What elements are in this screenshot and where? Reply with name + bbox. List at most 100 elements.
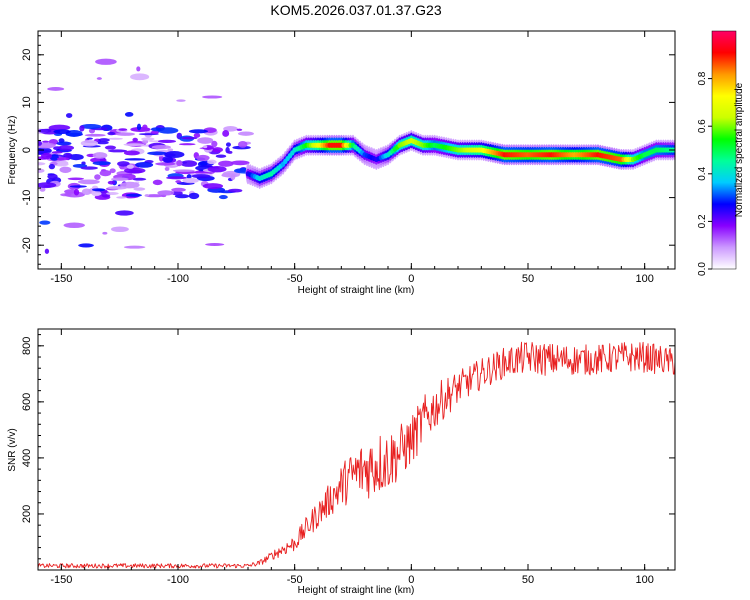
- heatmap-cell: [151, 144, 172, 150]
- spectrogram-x-label: Height of straight line (km): [298, 285, 415, 296]
- heatmap-cell: [211, 147, 224, 153]
- heatmap-cell: [56, 157, 70, 161]
- heatmap-cell: [48, 163, 56, 170]
- heatmap-cell: [181, 136, 198, 140]
- heatmap-cell: [123, 245, 146, 249]
- heatmap-cell: [218, 160, 234, 167]
- colorbar-tick-label: 0.0: [697, 262, 708, 276]
- x-tick-label: -150: [50, 273, 72, 285]
- heatmap-cell: [130, 73, 150, 81]
- heatmap-cell: [69, 185, 87, 188]
- spectrogram-y-label: Frequency (Hz): [7, 116, 18, 185]
- snr-x-label: Height of straight line (km): [298, 585, 415, 596]
- heatmap-cell: [99, 170, 112, 177]
- heatmap-cell: [158, 139, 177, 143]
- heatmap-cell: [109, 168, 116, 174]
- heatmap-cell: [108, 137, 123, 140]
- heatmap-cell: [96, 141, 109, 145]
- heatmap-cell: [188, 129, 208, 134]
- heatmap-cell: [47, 87, 65, 91]
- x-tick-label: 100: [635, 273, 653, 285]
- heatmap-cell: [162, 155, 174, 163]
- heatmap-cell: [78, 243, 94, 248]
- heatmap-cell: [227, 150, 233, 154]
- heatmap-cell: [171, 187, 186, 192]
- heatmap-cell: [147, 151, 168, 156]
- heatmap-cell: [180, 160, 198, 167]
- heatmap-cell: [51, 151, 63, 154]
- y-tick-label: 10: [21, 96, 33, 108]
- heatmap-cell: [80, 140, 99, 147]
- x-tick-label: -100: [167, 273, 189, 285]
- heatmap-cell: [91, 190, 102, 197]
- heatmap-cell: [175, 180, 182, 183]
- heatmap-cell: [38, 168, 45, 173]
- heatmap-cell: [124, 167, 146, 174]
- heatmap-cell: [164, 166, 170, 171]
- heatmap-cell: [49, 154, 59, 161]
- heatmap-cell: [136, 123, 142, 131]
- heatmap-cell: [96, 77, 102, 80]
- heatmap-cell: [222, 129, 230, 137]
- heatmap-cell: [107, 131, 116, 136]
- heatmap-cell: [123, 150, 140, 156]
- heatmap-cell: [38, 182, 57, 189]
- heatmap-cell: [193, 133, 201, 138]
- heatmap-cell: [124, 111, 134, 117]
- heatmap-cell: [166, 176, 188, 180]
- y-tick-label: 600: [21, 393, 33, 411]
- heatmap-cell: [178, 143, 196, 146]
- heatmap-cell: [107, 180, 116, 185]
- x-tick-label: -100: [167, 574, 189, 586]
- heatmap-cell: [116, 196, 127, 199]
- heatmap-cell: [150, 130, 159, 135]
- heatmap-cell: [38, 142, 56, 149]
- colorbar: 0.0 0.2 0.4 0.6 0.8 Normalized spectral ampl…: [697, 30, 745, 276]
- heatmap-cell: [142, 124, 148, 130]
- spectrogram-x-ticks: -150 -100 -50 0 50 100: [37, 31, 669, 285]
- heatmap-cell: [53, 129, 71, 135]
- heatmap-cell: [81, 161, 86, 165]
- y-tick-label: 0: [21, 147, 33, 153]
- x-tick-label: 0: [408, 273, 414, 285]
- heatmap-cell: [77, 179, 100, 185]
- spectrogram-heatmap: [38, 58, 675, 254]
- heatmap-cell: [172, 169, 195, 173]
- heatmap-cell: [106, 192, 119, 195]
- heatmap-cell: [205, 243, 225, 246]
- colorbar-tick-label: 0.2: [697, 214, 708, 228]
- heatmap-cell: [40, 152, 52, 160]
- heatmap-cell: [237, 140, 248, 148]
- heatmap-cell: [202, 95, 223, 99]
- heatmap-cell: [144, 194, 150, 197]
- heatmap-cell: [79, 125, 85, 132]
- spectrogram-y-ticks: -20 -10 0 10 20: [21, 35, 675, 265]
- y-tick-label: 800: [21, 337, 33, 355]
- colorbar-ticks: 0.0 0.2 0.4 0.6 0.8: [697, 71, 712, 276]
- heatmap-cell: [110, 226, 129, 233]
- heatmap-cell: [107, 149, 128, 153]
- heatmap-cell: [222, 170, 241, 178]
- heatmap-cell: [44, 248, 50, 254]
- heatmap-cell: [225, 142, 231, 147]
- heatmap-cell: [38, 147, 52, 155]
- heatmap-cell: [167, 148, 174, 152]
- heatmap-cell: [218, 194, 228, 200]
- heatmap-cell: [38, 140, 43, 146]
- colorbar-tick-label: 0.8: [697, 71, 708, 85]
- heatmap-cell: [115, 210, 134, 216]
- heatmap-cell: [39, 220, 51, 225]
- heatmap-cell: [142, 139, 149, 144]
- heatmap-cell: [115, 132, 136, 136]
- heatmap-cell: [197, 137, 214, 144]
- heatmap-cell: [141, 137, 155, 141]
- heatmap-cell: [53, 161, 69, 167]
- heatmap-cell: [124, 158, 146, 161]
- colorbar-tick-label: 0.4: [697, 166, 708, 180]
- heatmap-cell: [65, 113, 73, 118]
- colorbar-gradient: [711, 30, 737, 270]
- heatmap-cell: [80, 166, 98, 170]
- heatmap-cell: [92, 152, 108, 159]
